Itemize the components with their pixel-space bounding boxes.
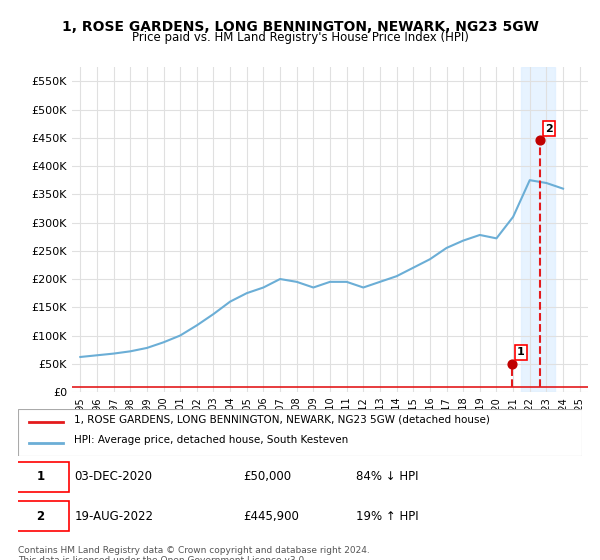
Bar: [521, 67, 555, 392]
Text: Price paid vs. HM Land Registry's House Price Index (HPI): Price paid vs. HM Land Registry's House …: [131, 31, 469, 44]
Text: £445,900: £445,900: [244, 510, 299, 522]
Text: 84% ↓ HPI: 84% ↓ HPI: [356, 470, 419, 483]
Text: HPI: Average price, detached house, South Kesteven: HPI: Average price, detached house, Sout…: [74, 435, 349, 445]
Text: 19% ↑ HPI: 19% ↑ HPI: [356, 510, 419, 522]
Point: [535, 136, 545, 144]
Text: 1: 1: [517, 347, 524, 357]
Text: 03-DEC-2020: 03-DEC-2020: [74, 470, 152, 483]
FancyBboxPatch shape: [13, 461, 69, 492]
FancyBboxPatch shape: [13, 501, 69, 531]
Text: £50,000: £50,000: [244, 470, 292, 483]
FancyBboxPatch shape: [18, 409, 582, 456]
Text: 1, ROSE GARDENS, LONG BENNINGTON, NEWARK, NG23 5GW: 1, ROSE GARDENS, LONG BENNINGTON, NEWARK…: [62, 20, 538, 34]
Text: Contains HM Land Registry data © Crown copyright and database right 2024.
This d: Contains HM Land Registry data © Crown c…: [18, 546, 370, 560]
Text: 2: 2: [37, 510, 44, 522]
Text: 2: 2: [545, 124, 553, 134]
Text: 1, ROSE GARDENS, LONG BENNINGTON, NEWARK, NG23 5GW (detached house): 1, ROSE GARDENS, LONG BENNINGTON, NEWARK…: [74, 414, 490, 424]
Text: 1: 1: [37, 470, 44, 483]
Point: [507, 360, 517, 368]
Text: 19-AUG-2022: 19-AUG-2022: [74, 510, 154, 522]
